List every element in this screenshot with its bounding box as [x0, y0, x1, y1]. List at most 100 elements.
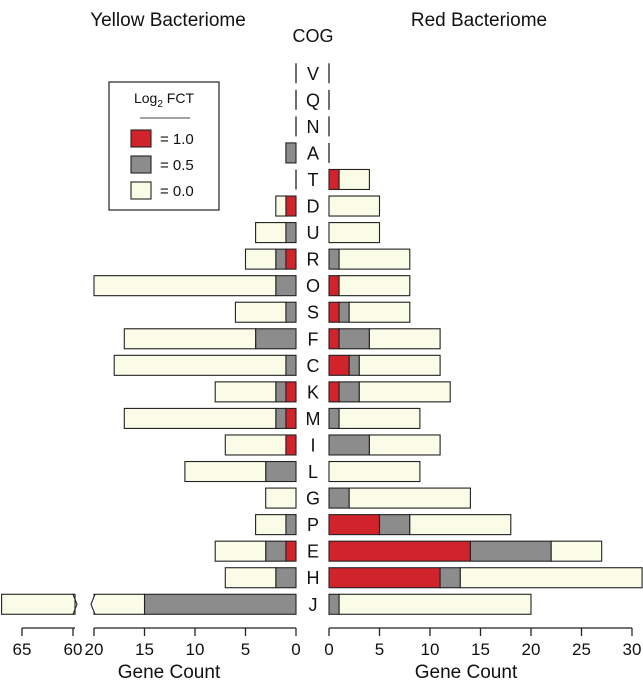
- category-label-H: H: [307, 568, 320, 588]
- yellow-bar-E-seg2: [214, 540, 267, 562]
- category-label-K: K: [307, 382, 319, 402]
- red-bar-S-seg2: [348, 301, 411, 323]
- legend-label-1: = 0.5: [160, 157, 194, 174]
- category-label-D: D: [307, 197, 320, 217]
- left-x-tick-label-0: 0: [291, 640, 300, 659]
- left-x-broken-tick-label-65: 65: [13, 640, 32, 659]
- legend-label-2: = 0.0: [160, 183, 194, 200]
- category-label-S: S: [307, 303, 319, 323]
- red-bar-C-seg0: [328, 354, 350, 376]
- yellow-bar-E-seg0: [285, 540, 297, 562]
- red-bar-F-seg1: [338, 328, 370, 350]
- legend: Log2 FCT = 1.0 = 0.5 = 0.0: [108, 81, 220, 211]
- category-label-M: M: [306, 409, 321, 429]
- left-panel-title: Yellow Bacteriome: [90, 10, 246, 31]
- red-bar-M-seg2: [338, 407, 421, 429]
- yellow-bar-K-seg1: [275, 381, 287, 403]
- category-label-Q: Q: [306, 90, 320, 110]
- left-x-broken-tick-label-60: 60: [64, 640, 83, 659]
- red-bar-S-seg1: [338, 301, 350, 323]
- legend-box: [108, 81, 220, 211]
- legend-swatch-0: [130, 129, 152, 148]
- category-label-C: C: [307, 356, 320, 376]
- red-bar-U-seg2: [328, 222, 381, 244]
- yellow-bar-C-seg1: [285, 354, 297, 376]
- yellow-bar-S-seg2: [234, 301, 287, 323]
- yellow-bar-D-seg0: [285, 195, 297, 217]
- yellow-bar-R-seg2: [244, 248, 277, 270]
- red-bar-I-seg1: [328, 434, 370, 456]
- yellow-bar-J-break-mark-a: [72, 594, 78, 615]
- yellow-bar-F-seg2: [123, 328, 257, 350]
- left-x-tick-label-20: 20: [85, 640, 104, 659]
- yellow-bar-K-seg0: [285, 381, 297, 403]
- yellow-bar-L-seg2: [184, 460, 267, 483]
- yellow-bar-P-seg2: [255, 514, 287, 536]
- yellow-bar-I-seg2: [224, 434, 287, 456]
- yellow-bar-R-seg0: [285, 248, 297, 270]
- yellow-bar-O-seg2: [93, 275, 277, 297]
- yellow-bar-K-seg2: [214, 381, 277, 403]
- red-bar-J-seg1: [328, 593, 340, 615]
- yellow-bar-R-seg1: [275, 248, 287, 270]
- yellow-bar-S-seg1: [285, 301, 297, 323]
- red-bar-S-seg0: [328, 301, 340, 323]
- x-axis-label-left: Gene Count: [118, 662, 221, 683]
- category-label-U: U: [307, 223, 320, 243]
- yellow-bar-E-seg1: [265, 540, 287, 562]
- yellow-bar-J-broken-seg: [1, 593, 76, 615]
- legend-swatch-2: [130, 181, 152, 200]
- yellow-bar-M-seg0: [285, 407, 297, 429]
- right-panel-title: Red Bacteriome: [411, 10, 547, 31]
- category-header: COG: [292, 26, 333, 46]
- right-x-tick-label-5: 5: [375, 640, 384, 659]
- legend-title: Log2 FCT: [134, 90, 194, 110]
- red-bar-P-seg2: [409, 514, 512, 536]
- red-bar-M-seg1: [328, 407, 340, 429]
- yellow-bar-U-seg2: [255, 222, 287, 244]
- left-x-tick-label-10: 10: [186, 640, 205, 659]
- red-bar-K-seg1: [338, 381, 360, 403]
- red-bar-G-seg2: [348, 487, 471, 509]
- category-label-G: G: [306, 489, 320, 509]
- yellow-bar-I-seg0: [285, 434, 297, 456]
- category-label-N: N: [307, 117, 320, 137]
- red-bar-C-seg2: [358, 354, 441, 376]
- yellow-bar-H-seg2: [224, 567, 277, 589]
- yellow-bar-M-seg2: [123, 407, 277, 429]
- red-bar-K-seg2: [358, 381, 451, 403]
- category-label-I: I: [310, 435, 315, 455]
- red-bar-H-seg2: [459, 567, 643, 589]
- category-label-O: O: [306, 276, 320, 296]
- red-bar-J-seg2: [338, 593, 532, 615]
- red-bar-T-seg0: [328, 168, 340, 191]
- category-label-R: R: [307, 250, 320, 270]
- category-label-A: A: [307, 143, 319, 163]
- red-bar-H-seg1: [439, 567, 461, 589]
- right-x-tick-label-20: 20: [522, 640, 541, 659]
- red-bar-E-seg2: [550, 540, 603, 562]
- x-axis-label-right: Gene Count: [415, 662, 518, 683]
- left-x-tick-label-5: 5: [241, 640, 250, 659]
- yellow-bar-J-break-mark-b: [90, 594, 96, 615]
- legend-swatch-1: [130, 155, 152, 174]
- red-bar-H-seg0: [328, 567, 441, 589]
- red-bar-O-seg2: [338, 275, 411, 297]
- yellow-bar-J-seg1: [143, 593, 297, 615]
- yellow-bar-J-seg2: [93, 593, 146, 615]
- category-label-J: J: [309, 595, 318, 615]
- yellow-bar-A-seg1: [285, 142, 297, 164]
- yellow-bar-F-seg1: [255, 328, 297, 350]
- category-label-F: F: [308, 329, 319, 349]
- category-label-T: T: [308, 170, 319, 190]
- red-bar-P-seg0: [328, 514, 381, 536]
- category-label-V: V: [307, 64, 319, 84]
- category-label-L: L: [308, 462, 318, 482]
- yellow-bar-P-seg1: [285, 514, 297, 536]
- red-bar-T-seg2: [338, 168, 370, 191]
- red-bar-F-seg2: [368, 328, 441, 350]
- red-bar-I-seg2: [368, 434, 441, 456]
